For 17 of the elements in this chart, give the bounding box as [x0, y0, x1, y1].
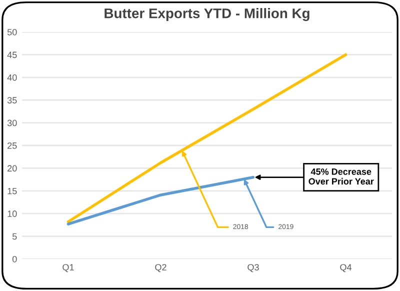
x-tick-label: Q4 [340, 264, 352, 272]
y-tick-label: 20 [8, 165, 17, 172]
y-tick-label: 40 [7, 74, 17, 81]
x-tick-label: Q3 [248, 264, 259, 272]
y-tick-label: 0 [12, 256, 17, 262]
y-tick-label: 30 [7, 120, 17, 126]
y-tick-label: 15 [8, 188, 17, 194]
y-tick-label: 45 [7, 52, 17, 58]
chart-title: Butter Exports YTD - Million Kg [104, 8, 310, 22]
y-tick-label: 5 [12, 233, 17, 240]
y-tick-label: 35 [7, 97, 17, 104]
annotation: 45% Decrease Over Prior Year [308, 168, 374, 185]
x-tick-label: Q1 [62, 264, 74, 272]
y-tick-label: 10 [8, 210, 17, 217]
y-tick-label: 50 [7, 28, 17, 36]
y-tick-label: 25 [8, 142, 17, 149]
x-tick-label: Q2 [155, 264, 166, 272]
